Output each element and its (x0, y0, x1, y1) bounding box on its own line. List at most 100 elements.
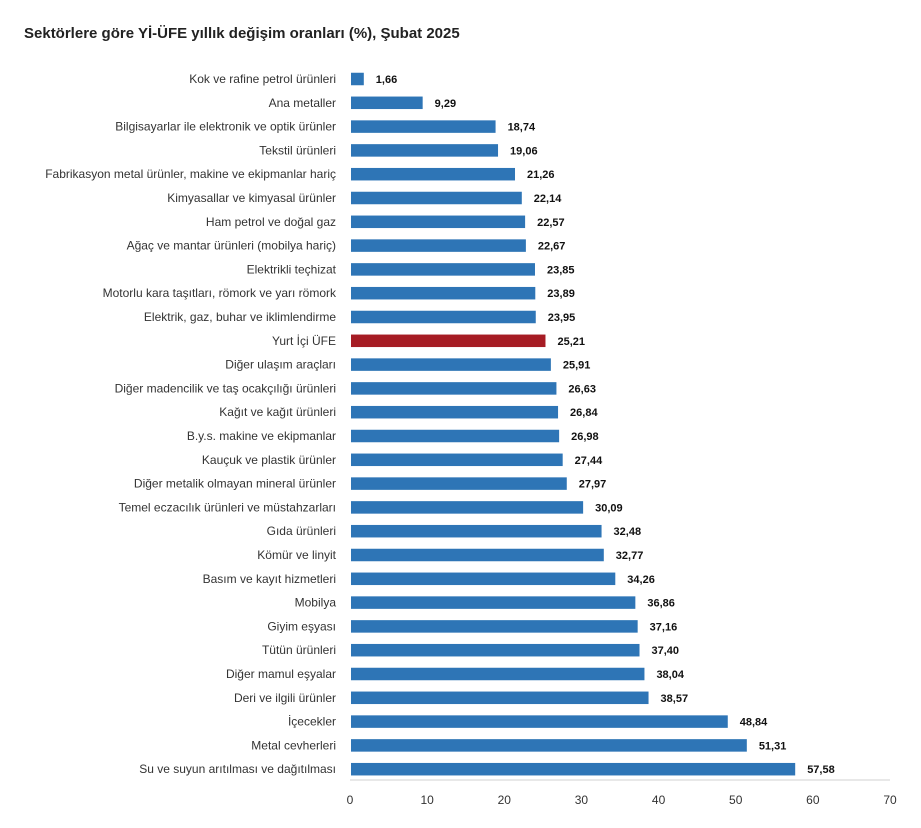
bar (351, 548, 604, 562)
bar (351, 286, 536, 300)
value-label: 21,26 (527, 169, 555, 181)
value-label: 36,86 (647, 598, 675, 610)
x-tick-label: 10 (420, 793, 434, 807)
bar (351, 691, 649, 705)
value-label: 37,16 (650, 621, 678, 633)
bar-highlight (351, 334, 546, 348)
bar (351, 405, 559, 419)
category-label: Diğer ulaşım araçları (225, 358, 336, 372)
value-label: 19,06 (510, 145, 538, 157)
category-label: Kağıt ve kağıt ürünleri (219, 405, 336, 419)
value-label: 38,57 (661, 693, 689, 705)
category-label: Diğer madencilik ve taş ocakçılığı ürünl… (115, 381, 336, 395)
category-label: Giyim eşyası (267, 619, 336, 633)
value-label: 37,40 (652, 645, 680, 657)
category-label: Deri ve ilgili ürünler (234, 691, 336, 705)
value-label: 23,85 (547, 264, 575, 276)
bar (351, 382, 557, 395)
category-label: Kömür ve linyit (257, 548, 336, 562)
x-tick-label: 50 (729, 793, 743, 807)
bar (351, 215, 526, 229)
category-label: Tütün ürünleri (262, 643, 336, 657)
value-label: 26,84 (570, 407, 598, 419)
bar (351, 239, 526, 252)
x-tick-label: 70 (883, 793, 897, 807)
category-label: Motorlu kara taşıtları, römork ve yarı r… (103, 286, 337, 300)
value-label: 9,29 (435, 98, 456, 110)
category-label: Diğer metalik olmayan mineral ürünler (134, 477, 336, 491)
bar (351, 643, 640, 657)
bar (351, 167, 516, 181)
value-label: 18,74 (508, 122, 536, 134)
value-label: 25,21 (557, 336, 585, 348)
value-label: 34,26 (627, 574, 655, 586)
x-tick-label: 30 (575, 793, 589, 807)
value-label: 48,84 (740, 717, 768, 729)
chart-title: Sektörlere göre Yİ-ÜFE yıllık değişim or… (24, 25, 460, 42)
value-label: 30,09 (595, 502, 623, 514)
bar (351, 620, 638, 633)
category-label: İçecekler (288, 715, 336, 729)
bar (351, 310, 536, 324)
category-label: Kok ve rafine petrol ürünleri (189, 72, 336, 86)
category-label: Kauçuk ve plastik ürünler (202, 453, 336, 467)
category-label: Temel eczacılık ürünleri ve müstahzarlar… (119, 500, 336, 514)
bar (351, 429, 560, 443)
category-label: Elektrik, gaz, buhar ve iklimlendirme (144, 310, 336, 324)
bar (351, 263, 535, 276)
x-tick-label: 20 (498, 793, 512, 807)
bar (351, 524, 602, 538)
bar (351, 572, 616, 586)
bar (351, 667, 645, 681)
category-label: Bilgisayarlar ile elektronik ve optik ür… (115, 120, 336, 134)
bar (351, 358, 551, 371)
x-tick-label: 60 (806, 793, 820, 807)
category-label: Ana metaller (269, 96, 336, 110)
bar (351, 72, 364, 86)
value-label: 23,89 (547, 288, 575, 300)
value-label: 22,67 (538, 241, 566, 253)
value-label: 26,63 (568, 383, 596, 395)
value-label: 32,77 (616, 550, 644, 562)
bar (351, 715, 728, 728)
category-label: Metal cevherleri (251, 738, 336, 752)
value-label: 27,97 (579, 479, 607, 491)
category-label: Diğer mamul eşyalar (226, 667, 336, 681)
category-label: Ağaç ve mantar ürünleri (mobilya hariç) (127, 239, 336, 253)
category-label: Elektrikli teçhizat (247, 262, 337, 276)
bar (351, 501, 584, 514)
value-label: 23,95 (548, 312, 576, 324)
category-label: Yurt İçi ÜFE (272, 334, 336, 348)
value-label: 51,31 (759, 740, 787, 752)
category-label: Mobilya (295, 596, 337, 610)
bar (351, 762, 796, 776)
value-label: 32,48 (614, 526, 642, 538)
category-label: Tekstil ürünleri (259, 143, 336, 157)
value-label: 25,91 (563, 360, 591, 372)
x-tick-label: 0 (347, 793, 354, 807)
value-label: 1,66 (376, 74, 397, 86)
category-label: Fabrikasyon metal ürünler, makine ve eki… (45, 167, 336, 181)
bar (351, 120, 496, 133)
x-axis: 0 10 20 30 40 50 60 70 (347, 779, 897, 807)
bars-layer: Kok ve rafine petrol ürünleri 1,66 Ana met… (45, 72, 835, 776)
bar (351, 96, 423, 110)
bar (351, 477, 567, 490)
category-label: Ham petrol ve doğal gaz (206, 215, 336, 229)
bar (351, 191, 522, 205)
value-label: 57,58 (807, 764, 835, 776)
category-label: Su ve suyun arıtılması ve dağıtılması (139, 762, 336, 776)
value-label: 22,57 (537, 217, 565, 229)
value-label: 27,44 (575, 455, 603, 467)
category-label: Gıda ürünleri (267, 524, 336, 538)
bar (351, 596, 636, 609)
value-label: 38,04 (656, 669, 684, 681)
category-label: Kimyasallar ve kimyasal ürünler (167, 191, 336, 205)
bar (351, 453, 563, 467)
category-label: B.y.s. makine ve ekipmanlar (187, 429, 336, 443)
value-label: 26,98 (571, 431, 599, 443)
bar (351, 739, 747, 752)
category-label: Basım ve kayıt hizmetleri (203, 572, 336, 586)
bar (351, 144, 499, 157)
